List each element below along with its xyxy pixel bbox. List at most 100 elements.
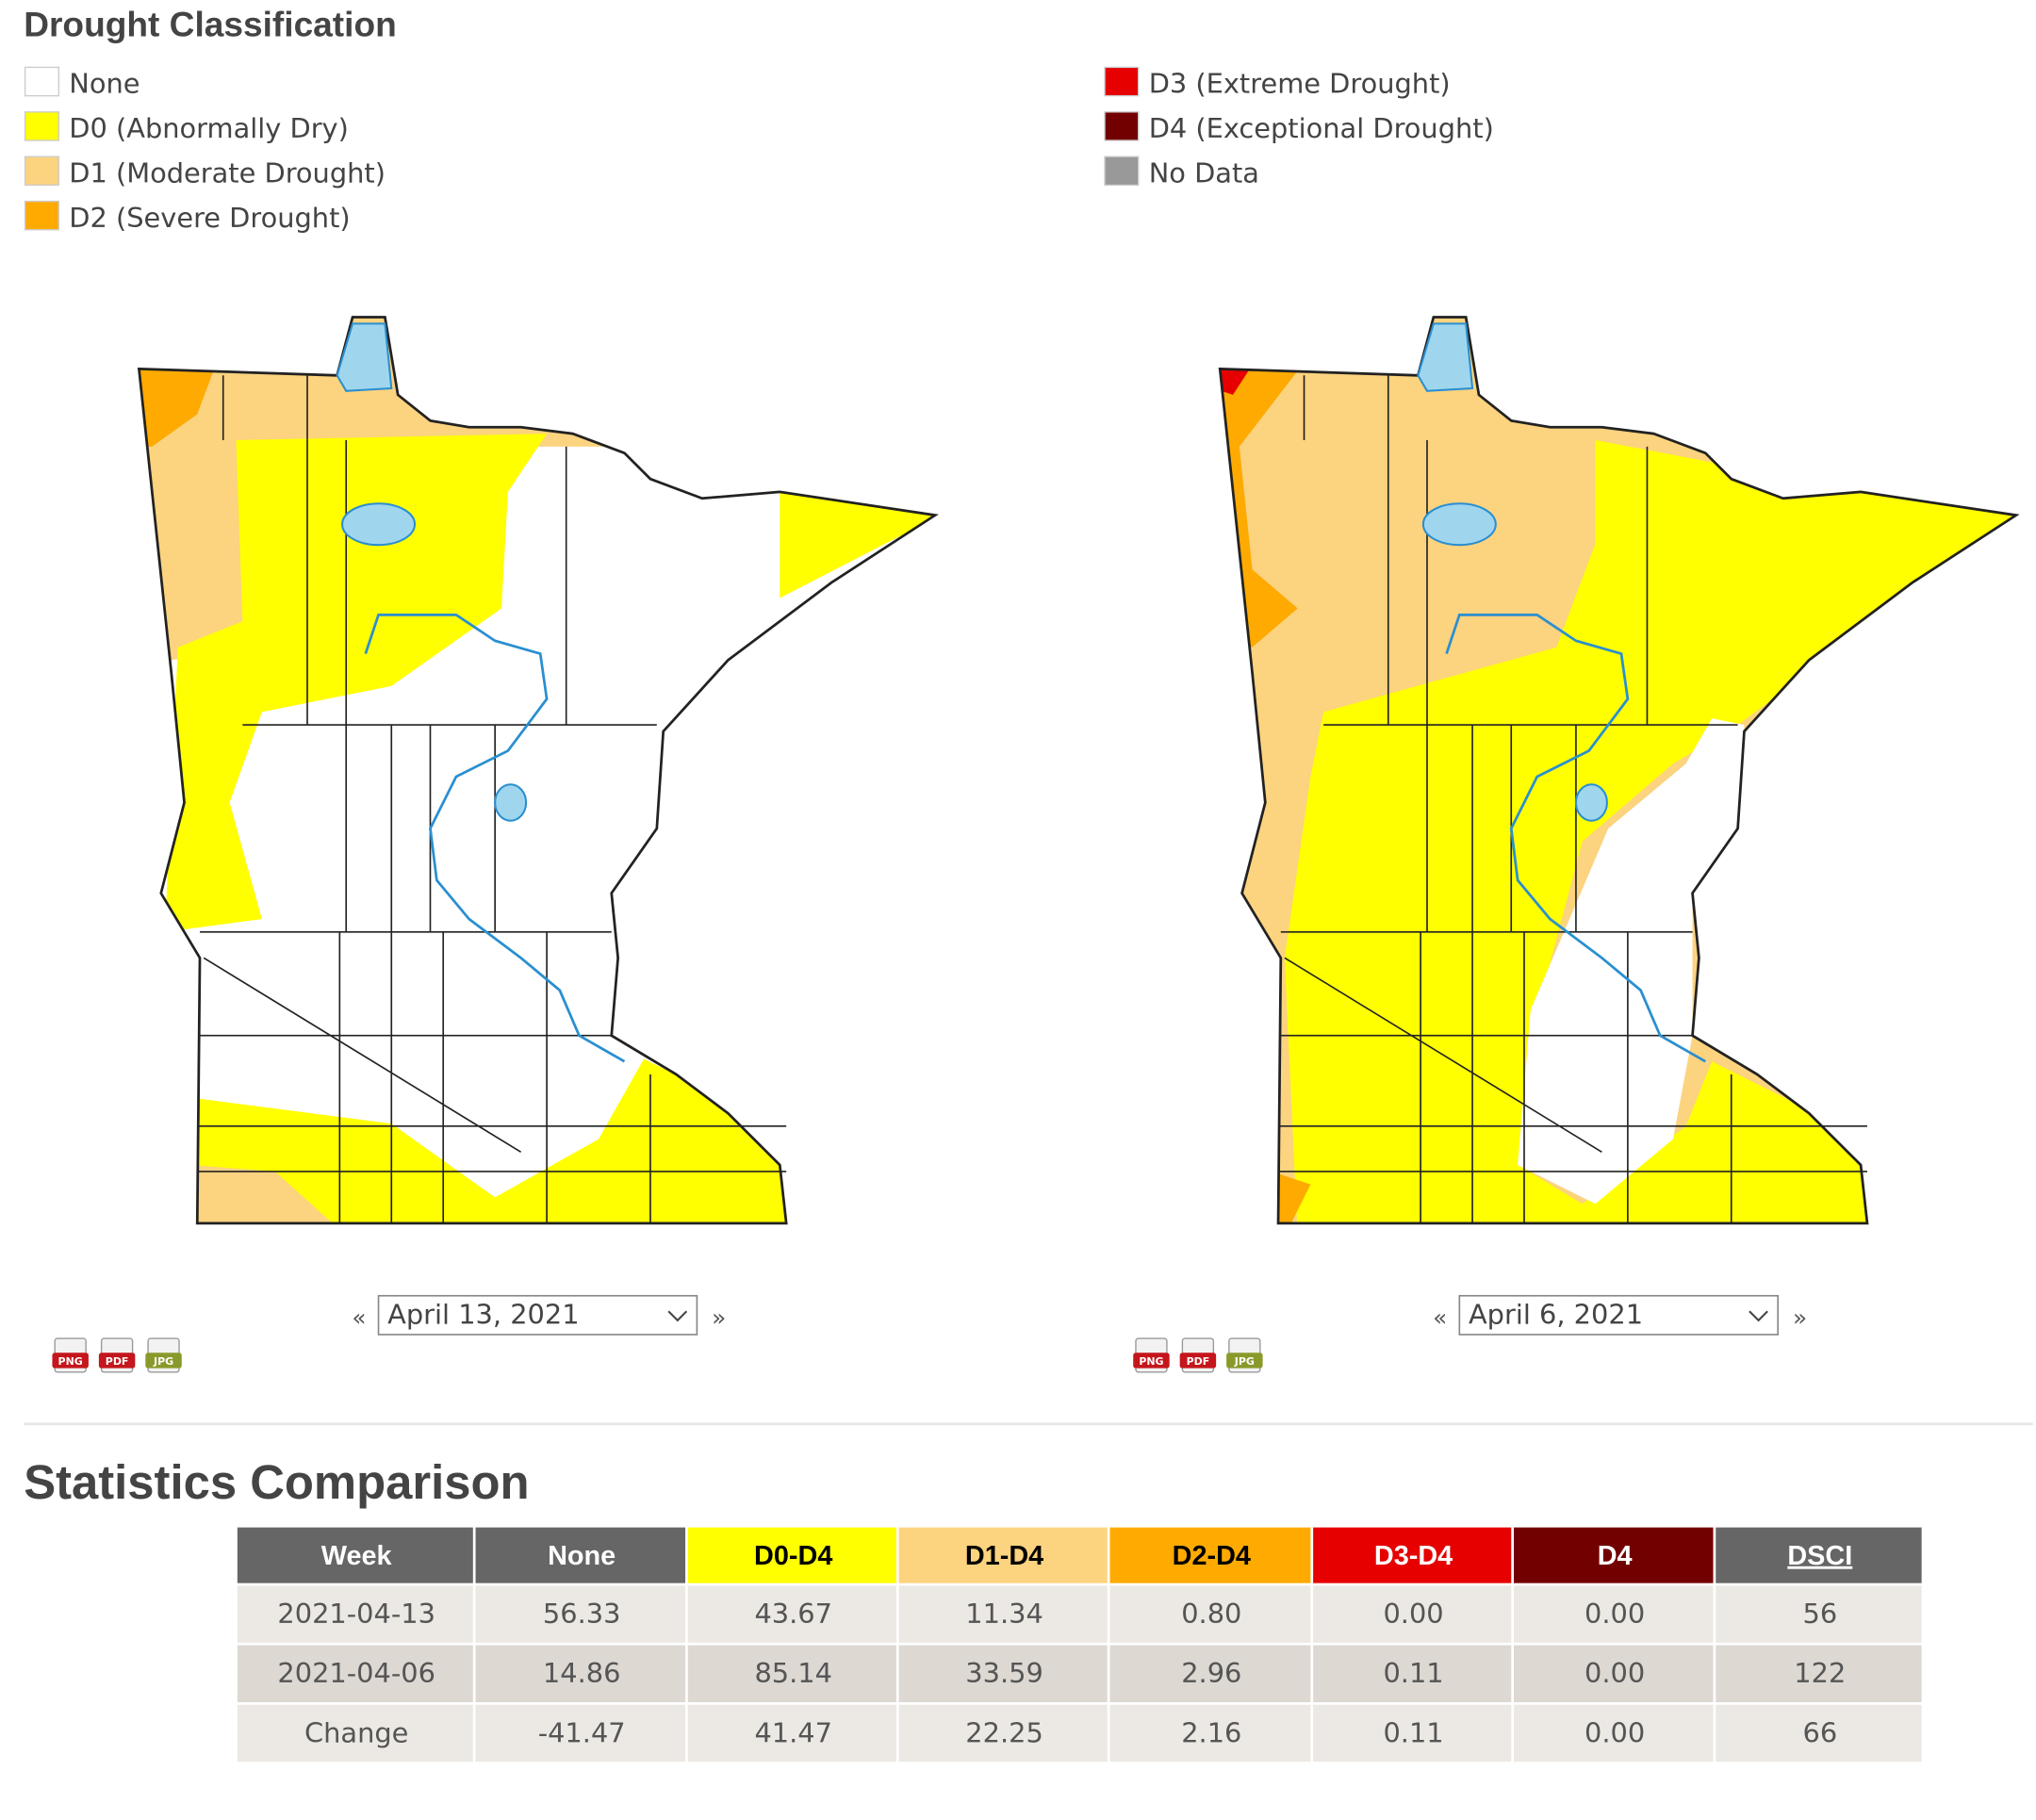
export-label[interactable]: PNG [58,1355,83,1368]
table-cell [687,1704,896,1763]
prev-button[interactable]: « [352,1304,366,1331]
table-header-label: D4 [1598,1541,1633,1571]
next-button[interactable]: » [712,1304,726,1331]
table-cell-text: 33.59 [965,1657,1043,1689]
date-select[interactable] [377,1294,698,1336]
table-cell-text: 122 [1794,1657,1846,1689]
next-button[interactable]: » [1793,1304,1807,1331]
table-cell-text: 0.00 [1584,1657,1645,1689]
table-cell [1313,1585,1512,1643]
export-icon-band [1179,1353,1217,1369]
table-cell-text: 41.47 [754,1716,832,1748]
legend-swatch [1104,156,1140,187]
export-label[interactable]: PDF [1187,1355,1210,1368]
table-cell [1716,1585,1922,1643]
date-caret [1749,1310,1768,1322]
table-cell-text: 0.00 [1584,1598,1645,1630]
legend-label: D1 (Moderate Drought) [69,156,386,189]
table-header-cell [475,1527,686,1583]
legend-label: None [69,68,140,100]
table-cell-text: 66 [1802,1716,1837,1748]
table-cell-text: 2.96 [1181,1657,1241,1689]
table-cell [898,1704,1108,1763]
table-cell-text: 14.86 [543,1657,621,1689]
export-icon-band [1226,1353,1263,1369]
export-icon-band [1133,1353,1170,1369]
table-cell-text: 43.67 [754,1598,832,1630]
date-value[interactable]: April 6, 2021 [1469,1299,1643,1331]
table-cell [1313,1704,1512,1763]
legend-label: No Data [1149,156,1259,189]
table-header-label: D1-D4 [965,1541,1043,1571]
export-label[interactable]: PNG [1139,1355,1163,1368]
table-header-label: D0-D4 [754,1541,832,1571]
legend-label: D2 (Severe Drought) [69,202,350,234]
table-cell [475,1585,686,1643]
table-cell-text: 2021-04-13 [277,1598,435,1630]
table-cell-text: 0.00 [1383,1598,1443,1630]
export-icon-band [98,1353,136,1369]
table-header-cell [1313,1527,1512,1583]
table-header-cell [1716,1527,1922,1583]
table-cell [1716,1645,1922,1703]
table-cell [475,1704,686,1763]
table-cell [1716,1704,1922,1763]
table-cell [237,1585,473,1643]
export-icon-band [145,1353,182,1369]
table-cell-text: 11.34 [965,1598,1043,1630]
table-header-cell [237,1527,473,1583]
legend-label: D4 (Exceptional Drought) [1149,112,1494,144]
table-cell [237,1704,473,1763]
export-label[interactable]: JPG [153,1355,173,1368]
table-cell-text: 0.11 [1383,1657,1443,1689]
table-header-cell [898,1527,1108,1583]
table-cell [237,1645,473,1703]
legend-swatch [24,200,59,231]
table-cell-text: 0.00 [1584,1716,1645,1748]
legend-swatch [24,156,59,187]
table-header-cell [1514,1527,1714,1583]
table-header-cell [687,1527,896,1583]
prev-button[interactable]: « [1433,1304,1447,1331]
table-cell [687,1585,896,1643]
legend-swatch [1104,66,1140,97]
table-cell-text: -41.47 [538,1716,626,1748]
table-header-label: D2-D4 [1173,1541,1251,1571]
table-cell-text: 85.14 [754,1657,832,1689]
export-label[interactable]: PDF [106,1355,129,1368]
date-value[interactable]: April 13, 2021 [387,1299,579,1331]
table-cell-text: Change [304,1716,408,1748]
table-cell-text: 0.11 [1383,1716,1443,1748]
export-icon-band [52,1353,89,1369]
map-current [138,316,937,1225]
table-cell [687,1645,896,1703]
table-cell [1109,1645,1311,1703]
table-header-label: Week [321,1541,393,1571]
table-cell [1109,1585,1311,1643]
table-cell-text: 0.80 [1181,1598,1241,1630]
table-header-label[interactable]: DSCI [1787,1541,1852,1571]
table-cell [898,1645,1108,1703]
table-header-label: D3-D4 [1374,1541,1453,1571]
table-cell [475,1645,686,1703]
table-cell [1109,1704,1311,1763]
table-header-label: None [548,1541,616,1571]
date-caret [667,1310,688,1322]
legend-label: D3 (Extreme Drought) [1149,68,1451,100]
table-cell [1313,1645,1512,1703]
table-cell-text: 56.33 [543,1598,621,1630]
export-label[interactable]: JPG [1234,1355,1255,1368]
legend-title: Drought Classification [24,5,397,44]
table-cell-text: 2021-04-06 [277,1657,435,1689]
date-select[interactable] [1458,1294,1780,1336]
table-cell [1514,1585,1714,1643]
legend-swatch [1104,111,1140,141]
legend-label: D0 (Abnormally Dry) [69,112,349,144]
table-cell [898,1585,1108,1643]
legend-swatch [24,66,59,97]
table-cell-text: 56 [1802,1598,1837,1630]
table-header-cell [1109,1527,1311,1583]
table-cell [1514,1645,1714,1703]
